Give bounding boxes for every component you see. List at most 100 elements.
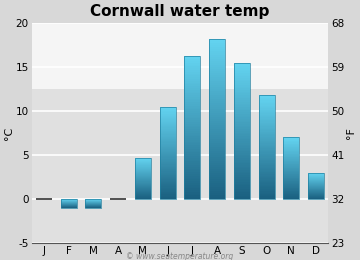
Bar: [258, 193, 275, 194]
Bar: [184, 61, 201, 63]
Bar: [135, 171, 151, 172]
Bar: [283, 180, 300, 181]
Bar: [184, 172, 201, 174]
Bar: [135, 190, 151, 191]
Bar: [209, 191, 225, 193]
Bar: [234, 109, 250, 110]
Bar: [258, 146, 275, 147]
Bar: [209, 171, 225, 173]
Bar: [159, 130, 176, 131]
Bar: [209, 145, 225, 147]
Bar: [184, 161, 201, 163]
Bar: [234, 167, 250, 168]
Bar: [184, 181, 201, 183]
Bar: [283, 171, 300, 172]
Bar: [184, 178, 201, 179]
Bar: [234, 191, 250, 192]
Bar: [135, 197, 151, 198]
Bar: [209, 43, 225, 45]
Bar: [258, 122, 275, 124]
Bar: [258, 125, 275, 126]
Bar: [184, 72, 201, 74]
Bar: [159, 139, 176, 140]
Bar: [135, 184, 151, 185]
Bar: [283, 139, 300, 140]
Bar: [184, 68, 201, 70]
Bar: [283, 148, 300, 149]
Bar: [283, 142, 300, 143]
Bar: [209, 155, 225, 157]
Bar: [283, 194, 300, 195]
Bar: [159, 174, 176, 175]
Bar: [283, 151, 300, 152]
Bar: [308, 193, 324, 194]
Bar: [159, 186, 176, 187]
Bar: [159, 119, 176, 121]
Bar: [184, 56, 201, 199]
Bar: [209, 175, 225, 177]
Bar: [234, 160, 250, 161]
Bar: [209, 197, 225, 199]
Bar: [135, 167, 151, 168]
Bar: [308, 194, 324, 195]
Y-axis label: °F: °F: [346, 127, 356, 139]
Bar: [258, 172, 275, 173]
Bar: [258, 195, 275, 197]
Bar: [234, 196, 250, 197]
Bar: [184, 196, 201, 197]
Bar: [159, 152, 176, 153]
Bar: [234, 177, 250, 179]
Bar: [159, 145, 176, 146]
Bar: [159, 123, 176, 124]
Bar: [283, 175, 300, 176]
Bar: [308, 182, 324, 183]
Bar: [234, 85, 250, 87]
Bar: [258, 191, 275, 193]
Bar: [184, 75, 201, 77]
Bar: [258, 151, 275, 152]
Bar: [234, 81, 250, 83]
Bar: [184, 100, 201, 102]
Bar: [308, 192, 324, 193]
Bar: [184, 151, 201, 152]
Bar: [209, 193, 225, 195]
Bar: [234, 124, 250, 126]
Bar: [283, 173, 300, 174]
Bar: [258, 104, 275, 106]
Bar: [209, 187, 225, 189]
Bar: [184, 92, 201, 93]
Bar: [258, 132, 275, 133]
Bar: [184, 86, 201, 88]
Bar: [209, 183, 225, 185]
Bar: [184, 79, 201, 81]
Bar: [258, 169, 275, 171]
Bar: [184, 118, 201, 120]
Bar: [234, 158, 250, 160]
Bar: [234, 110, 250, 112]
Bar: [209, 189, 225, 191]
Bar: [234, 87, 250, 88]
Bar: [159, 192, 176, 193]
Bar: [209, 77, 225, 79]
Bar: [234, 150, 250, 151]
Bar: [308, 195, 324, 196]
Bar: [258, 197, 275, 198]
Bar: [135, 193, 151, 194]
Bar: [283, 178, 300, 179]
Bar: [283, 163, 300, 164]
Bar: [135, 185, 151, 186]
Bar: [283, 146, 300, 147]
Bar: [234, 143, 250, 145]
Bar: [135, 179, 151, 180]
Bar: [159, 114, 176, 115]
Bar: [135, 186, 151, 187]
Bar: [234, 194, 250, 196]
Bar: [184, 156, 201, 158]
Bar: [234, 175, 250, 177]
Bar: [209, 179, 225, 181]
Bar: [234, 99, 250, 100]
Bar: [184, 165, 201, 167]
Bar: [159, 175, 176, 176]
Bar: [209, 45, 225, 47]
Bar: [159, 142, 176, 144]
